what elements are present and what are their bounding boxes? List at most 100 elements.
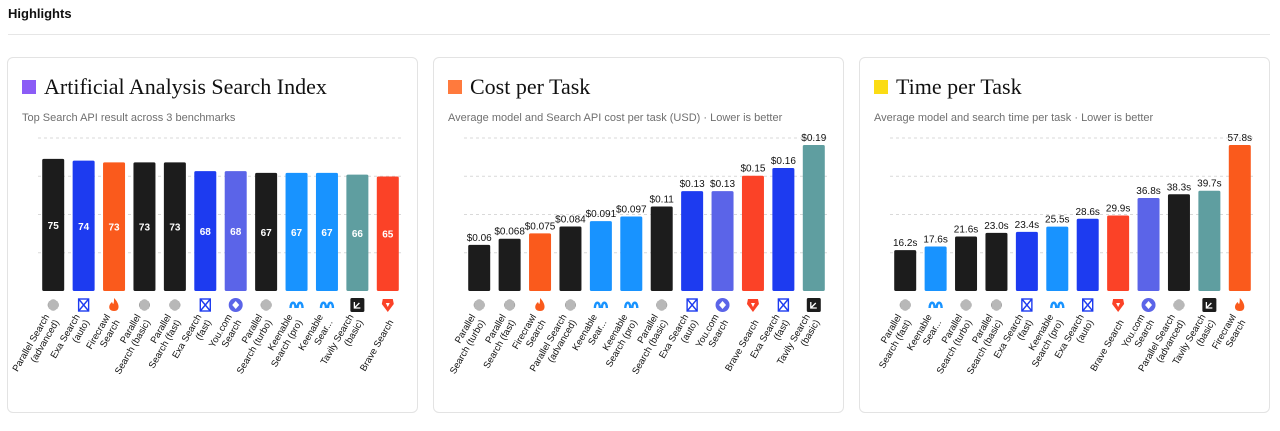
bar-value-label: $0.097 <box>616 204 647 215</box>
keenable-icon <box>1050 301 1065 309</box>
cost-per-task-card: Cost per Task Average model and Search A… <box>433 57 844 413</box>
brave-icon <box>381 299 394 312</box>
keenable-icon <box>319 301 335 309</box>
parallel-icon <box>899 299 911 311</box>
parallel-icon <box>504 299 516 311</box>
bar <box>376 176 399 291</box>
bar <box>1137 198 1160 291</box>
bar <box>346 174 369 291</box>
parallel-icon <box>960 299 972 311</box>
bar <box>1228 145 1251 291</box>
card-header: Artificial Analysis Search Index <box>22 74 327 100</box>
tavily-icon <box>806 298 821 312</box>
chart-title: Cost per Task <box>470 74 591 99</box>
bar-value-label: 67 <box>291 228 303 239</box>
brave-icon <box>746 299 759 312</box>
bar <box>285 172 308 291</box>
x-tick-label: KeenableSear... <box>905 313 944 359</box>
parallel-icon <box>138 299 150 311</box>
bar-value-label: $0.075 <box>525 221 556 232</box>
youcom-icon <box>228 298 243 312</box>
parallel-icon <box>260 299 272 311</box>
grid-lines <box>890 137 1255 254</box>
bar <box>42 158 65 291</box>
grid-lines <box>38 137 403 254</box>
bar-value-label: 68 <box>200 227 212 238</box>
title-swatch <box>22 80 36 94</box>
bar <box>681 191 704 291</box>
bar <box>72 160 95 291</box>
keenable-icon <box>593 301 609 309</box>
brave-icon <box>1112 299 1125 312</box>
bar <box>255 172 278 291</box>
firecrawl-icon <box>109 298 119 311</box>
youcom-icon <box>715 298 730 312</box>
tavily-icon <box>1202 298 1217 312</box>
bar <box>315 172 338 291</box>
chart-subtitle: Top Search API result across 3 benchmark… <box>22 112 236 124</box>
bar <box>103 162 126 291</box>
bar-value-label: 67 <box>321 228 333 239</box>
bar-value-label: $0.13 <box>710 179 735 190</box>
bar <box>711 191 734 291</box>
bar-value-label: 67 <box>261 228 273 239</box>
bar-value-label: 16.2s <box>893 238 917 249</box>
exa-icon <box>77 298 90 312</box>
bar-value-label: 21.6s <box>954 224 978 235</box>
bar-value-label: $0.13 <box>680 179 705 190</box>
bar-value-label: $0.06 <box>467 233 492 244</box>
bar <box>224 171 247 291</box>
bar-value-label: 23.4s <box>1015 220 1039 231</box>
parallel-icon <box>47 299 59 311</box>
bar <box>194 171 217 291</box>
bar-value-label: 29.9s <box>1106 203 1130 214</box>
bar <box>529 233 552 291</box>
card-header: Time per Task <box>874 74 1022 100</box>
bar <box>985 232 1008 291</box>
bar <box>1046 226 1069 291</box>
parallel-icon <box>990 299 1002 311</box>
keenable-icon <box>289 301 304 309</box>
bar-value-label: 17.6s <box>923 235 947 246</box>
search-index-card: Artificial Analysis Search Index Top Sea… <box>7 57 418 413</box>
keenable-icon <box>624 301 639 309</box>
bar-value-label: 36.8s <box>1136 186 1160 197</box>
bar <box>1015 231 1038 291</box>
bar-value-label: 68 <box>230 227 242 238</box>
bar <box>802 145 825 291</box>
exa-icon <box>1082 298 1094 312</box>
bar-value-label: 73 <box>169 223 181 234</box>
exa-icon <box>686 298 698 312</box>
bar-value-label: 73 <box>108 223 120 234</box>
bar <box>955 236 978 291</box>
bar-value-label: $0.19 <box>801 133 826 144</box>
x-tick-label: ParallelSearch (turbo) <box>438 313 487 377</box>
bar <box>498 238 521 291</box>
bar <box>1198 190 1221 291</box>
bar-value-label: 73 <box>139 223 151 234</box>
x-tick-label: You.comSearch <box>207 312 244 355</box>
bar <box>589 221 612 291</box>
exa-icon <box>199 298 211 312</box>
time-per-task-chart: 16.2s ParallelSearch (fast) 17.6s KeenableS… <box>877 133 1255 377</box>
card-header: Cost per Task <box>448 74 590 100</box>
bar-value-label: 66 <box>352 229 364 240</box>
bar-value-label: $0.11 <box>650 194 675 205</box>
x-tick-label: FirecrawlSearch <box>1210 313 1248 357</box>
bar <box>163 162 186 291</box>
parallel-icon <box>473 299 485 311</box>
page-title: Highlights <box>8 6 72 21</box>
parallel-icon <box>169 299 181 311</box>
bar-value-label: $0.091 <box>586 209 617 220</box>
exa-icon <box>777 298 790 312</box>
keenable-icon <box>928 301 943 309</box>
title-swatch <box>448 80 462 94</box>
chart-subtitle: Average model and Search API cost per ta… <box>448 112 783 124</box>
title-swatch <box>874 80 888 94</box>
bar-value-label: 28.6s <box>1075 207 1099 218</box>
header-divider <box>8 34 1270 35</box>
bar-value-label: 74 <box>78 222 90 233</box>
bar-value-label: 38.3s <box>1167 182 1191 193</box>
